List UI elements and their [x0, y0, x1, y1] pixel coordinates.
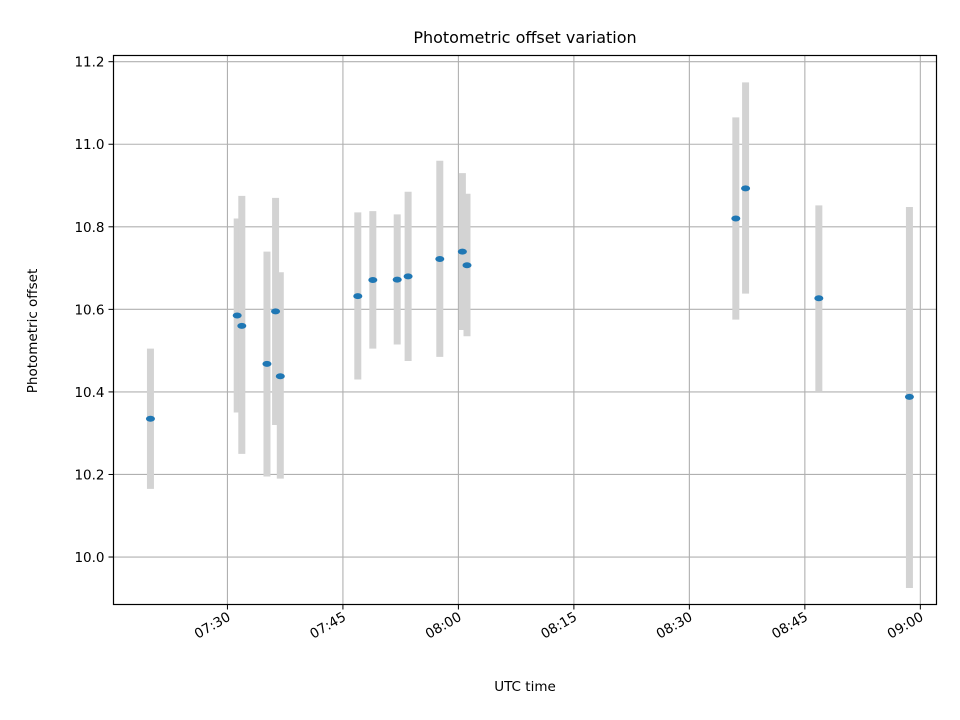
y-axis-label: Photometric offset — [25, 269, 41, 393]
data-point — [232, 312, 242, 319]
data-point — [262, 360, 272, 367]
data-point — [145, 415, 155, 422]
x-axis-label: UTC time — [494, 679, 556, 695]
y-tick-label: 11.0 — [74, 137, 104, 153]
chart-title: Photometric offset variation — [413, 28, 636, 47]
y-tick-label: 10.8 — [74, 220, 104, 236]
data-point — [403, 273, 413, 280]
data-point — [271, 308, 281, 315]
plot-frame — [112, 54, 938, 606]
y-tick-label: 10.2 — [74, 467, 104, 483]
grid — [113, 55, 937, 605]
data-point — [731, 215, 741, 222]
y-tick-label: 10.6 — [74, 302, 104, 318]
data-point — [368, 277, 378, 284]
data-point — [275, 373, 285, 380]
data-points — [145, 185, 914, 422]
data-point — [435, 256, 445, 263]
y-tick-label: 10.4 — [74, 385, 104, 401]
data-point — [462, 262, 472, 269]
data-point — [904, 393, 914, 400]
data-point — [741, 185, 751, 192]
data-point — [237, 322, 247, 329]
y-axis-ticks: 10.0 10.2 10.4 10.6 10.8 11.0 11.2 — [74, 55, 114, 566]
data-point — [353, 293, 363, 300]
y-tick-label: 11.2 — [74, 55, 104, 71]
data-point — [457, 248, 467, 255]
y-tick-label: 10.0 — [74, 550, 104, 566]
data-point — [814, 295, 824, 302]
data-point — [392, 276, 402, 283]
